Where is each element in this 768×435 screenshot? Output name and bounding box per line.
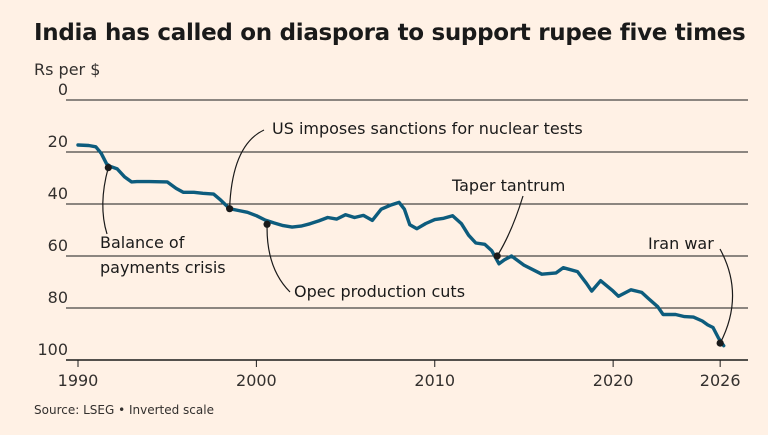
annotation-leader-1 bbox=[229, 129, 265, 209]
annotation-dot-0 bbox=[104, 164, 112, 172]
annotations: Balance of payments crisis US imposes sanc… bbox=[100, 119, 734, 347]
series-line-0 bbox=[76, 143, 726, 348]
annotation-label-3: Taper tantrum bbox=[451, 176, 565, 195]
y-tick-label-60: 60 bbox=[48, 236, 68, 255]
annotation-leader-2 bbox=[266, 224, 291, 293]
annotation-label-0-1: payments crisis bbox=[100, 258, 226, 277]
annotation-label-2: Opec production cuts bbox=[294, 282, 465, 301]
annotation-label-0-0: Balance of bbox=[100, 233, 185, 252]
x-tick-label-2020: 2020 bbox=[593, 371, 634, 390]
x-axis: 1990 2000 2010 2020 2026 bbox=[58, 360, 741, 390]
annotation-dot-4 bbox=[716, 339, 724, 347]
chart-title: India has called on diaspora to support … bbox=[34, 20, 746, 46]
y-tick-label-80: 80 bbox=[48, 288, 68, 307]
gridlines: 0 20 40 60 80 100 bbox=[37, 80, 748, 361]
source-note: Source: LSEG • Inverted scale bbox=[34, 403, 214, 417]
annotation-leader-3 bbox=[496, 195, 524, 257]
x-tick-label-2026: 2026 bbox=[700, 371, 741, 390]
y-tick-label-40: 40 bbox=[48, 184, 68, 203]
annotation-dot-3 bbox=[493, 252, 501, 260]
y-axis-unit-label: Rs per $ bbox=[34, 60, 101, 79]
x-tick-label-1990: 1990 bbox=[58, 371, 99, 390]
y-tick-label-100: 100 bbox=[37, 340, 68, 359]
y-tick-label-20: 20 bbox=[48, 132, 68, 151]
y-tick-label-0: 0 bbox=[58, 80, 68, 99]
x-tick-label-2000: 2000 bbox=[236, 371, 277, 390]
annotation-dot-1 bbox=[226, 205, 234, 213]
annotation-label-1: US imposes sanctions for nuclear tests bbox=[272, 119, 583, 138]
series-layer bbox=[76, 143, 726, 348]
annotation-label-4: Iran war bbox=[648, 234, 714, 253]
annotation-dot-2 bbox=[263, 220, 271, 228]
annotation-leader-0 bbox=[102, 167, 109, 235]
x-tick-label-2010: 2010 bbox=[414, 371, 455, 390]
annotation-leader-4 bbox=[719, 248, 734, 344]
